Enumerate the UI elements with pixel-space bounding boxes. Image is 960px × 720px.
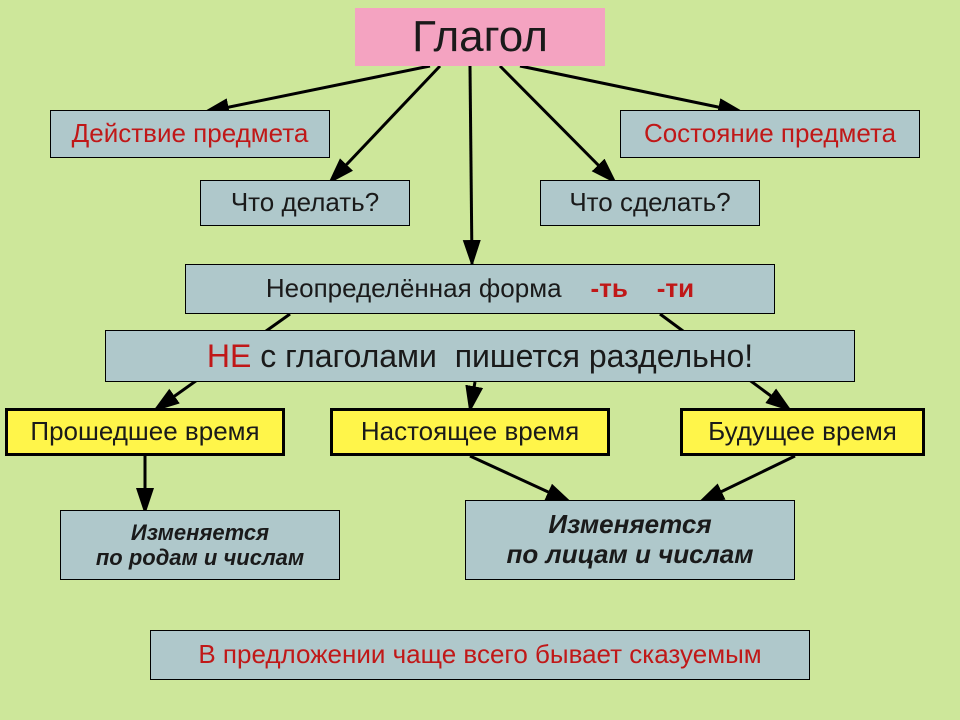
arrow <box>470 382 475 410</box>
future-tense-box: Будущее время <box>680 408 925 456</box>
ne_rule-text: с глаголами пишется раздельно! <box>251 338 753 374</box>
ne-rule-box: НЕ с глаголами пишется раздельно! <box>105 330 855 382</box>
past-tense-box: Прошедшее время <box>5 408 285 456</box>
infinitive-text: Неопределённая форма <box>266 273 591 303</box>
change_gn-text: Изменяется по родам и числам <box>96 520 304 570</box>
action-text: Действие предмета <box>72 118 309 148</box>
present-tense-box: Настоящее время <box>330 408 610 456</box>
arrow <box>470 66 472 264</box>
infinitive-text: -ть -ти <box>590 273 694 303</box>
question-done-box: Что сделать? <box>540 180 760 226</box>
predicate-box: В предложении чаще всего бывает сказуемы… <box>150 630 810 680</box>
arrow <box>700 456 795 502</box>
present-text: Настоящее время <box>361 416 579 446</box>
arrow <box>205 66 430 112</box>
question-do-box: Что делать? <box>200 180 410 226</box>
q_done-text: Что сделать? <box>569 187 730 217</box>
predicate-text: В предложении чаще всего бывает сказуемы… <box>198 639 761 669</box>
q_do-text: Что делать? <box>231 187 379 217</box>
title-box: Глагол <box>355 8 605 66</box>
arrow <box>520 66 742 112</box>
state-text: Состояние предмета <box>644 118 896 148</box>
arrow <box>500 66 615 182</box>
future-text: Будущее время <box>708 416 897 446</box>
action-box: Действие предмета <box>50 110 330 158</box>
past-text: Прошедшее время <box>30 416 259 446</box>
state-box: Состояние предмета <box>620 110 920 158</box>
change-person-number-box: Изменяется по лицам и числам <box>465 500 795 580</box>
infinitive-box: Неопределённая форма -ть -ти <box>185 264 775 314</box>
change-gender-number-box: Изменяется по родам и числам <box>60 510 340 580</box>
ne_rule-text: НЕ <box>207 338 251 374</box>
title-text: Глагол <box>412 12 548 61</box>
arrow <box>470 456 570 502</box>
arrow <box>330 66 440 182</box>
change_pn-text: Изменяется по лицам и числам <box>507 509 754 569</box>
